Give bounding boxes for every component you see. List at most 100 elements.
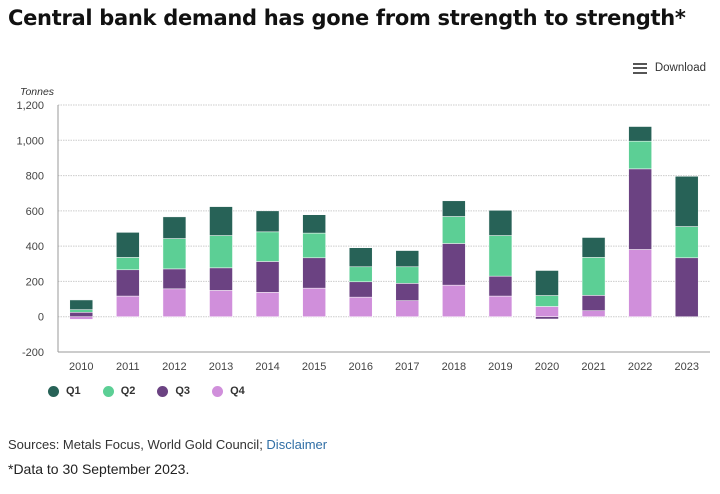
bar-q1-2011 [116, 232, 140, 258]
y-tick-label: 200 [26, 276, 44, 288]
bar-q4-2019 [488, 295, 513, 317]
legend: Q1 Q2 Q3 Q4 [48, 385, 245, 397]
sources-text: Sources: Metals Focus, World Gold Counci… [8, 437, 267, 452]
bar-q3-2017 [395, 283, 420, 301]
x-tick-label: 2022 [628, 361, 652, 373]
bar-q1-2018 [442, 200, 466, 217]
footnote: *Data to 30 September 2023. [8, 461, 190, 477]
bar-q1-2014 [255, 210, 280, 233]
bar-q4-2013 [209, 290, 233, 317]
x-tick-label: 2018 [442, 361, 466, 373]
bar-q2-2023 [674, 226, 699, 259]
legend-item-q4[interactable]: Q4 [212, 385, 245, 397]
menu-icon [632, 62, 647, 74]
x-tick-label: 2017 [395, 361, 419, 373]
y-tick-label: 400 [26, 241, 44, 253]
bar-q2-2011 [116, 257, 140, 271]
bar-q4-2012 [162, 288, 187, 317]
bar-q4-2018 [442, 284, 466, 317]
bar-q3-2022 [628, 168, 652, 250]
sources: Sources: Metals Focus, World Gold Counci… [8, 437, 327, 452]
bar-q3-2015 [302, 257, 326, 289]
y-tick-label: 1,200 [16, 100, 44, 112]
x-tick-label: 2020 [535, 361, 559, 373]
bar-q1-2023 [674, 176, 699, 227]
bar-q3-2013 [209, 267, 233, 291]
bar-q2-2015 [302, 232, 326, 259]
bar-q2-2021 [581, 257, 606, 296]
bar-q4-2022 [628, 249, 652, 317]
legend-label: Q2 [120, 385, 136, 397]
bar-q2-2020 [535, 295, 559, 307]
x-tick-label: 2014 [255, 361, 279, 373]
x-tick-label: 2019 [488, 361, 512, 373]
bar-q3-2010 [69, 312, 94, 317]
bar-q3-2021 [581, 295, 606, 311]
legend-item-q3[interactable]: Q3 [157, 385, 190, 397]
y-tick-label: -200 [22, 347, 44, 359]
y-tick-label: 600 [26, 206, 44, 218]
bar-q1-2019 [488, 210, 513, 236]
x-tick-label: 2010 [69, 361, 93, 373]
bar-q3-2012 [162, 268, 187, 290]
bar-q4-2014 [255, 292, 280, 317]
legend-label: Q3 [175, 385, 191, 397]
bar-q1-2010 [69, 299, 94, 310]
bar-q4-2021 [581, 310, 606, 317]
disclaimer-link[interactable]: Disclaimer [266, 437, 328, 452]
legend-marker [102, 385, 114, 397]
bar-q4-2010 [69, 316, 94, 320]
download-label: Download [654, 62, 706, 74]
bar-q4-2016 [348, 296, 373, 317]
bar-q3-2023 [674, 257, 699, 317]
bar-q3-2016 [348, 281, 373, 298]
bar-q2-2012 [162, 238, 187, 270]
x-tick-label: 2012 [162, 361, 186, 373]
bar-q2-2010 [69, 309, 94, 313]
x-tick-label: 2016 [348, 361, 372, 373]
legend-marker [157, 385, 169, 397]
legend-label: Q4 [230, 385, 245, 397]
download-button[interactable]: Download [632, 62, 706, 74]
y-axis-label: Tonnes [20, 86, 55, 98]
x-tick-label: 2013 [209, 361, 233, 373]
bar-q1-2020 [535, 270, 559, 296]
legend-label: Q1 [66, 385, 81, 397]
bar-q4-2020 [535, 306, 559, 317]
bar-q3-2019 [488, 275, 513, 297]
bar-q2-2022 [628, 140, 652, 170]
bar-q3-2018 [442, 243, 466, 286]
bar-q4-2017 [395, 300, 420, 317]
bar-q3-2011 [116, 269, 140, 297]
bar-q1-2012 [162, 216, 187, 239]
x-tick-label: 2015 [302, 361, 326, 373]
bar-q1-2021 [581, 237, 606, 258]
x-tick-label: 2023 [674, 361, 698, 373]
bar-q2-2014 [255, 231, 280, 262]
bar-q3-2014 [255, 261, 280, 293]
legend-item-q2[interactable]: Q2 [102, 385, 136, 397]
bar-q1-2013 [209, 206, 233, 236]
x-tick-label: 2021 [581, 361, 605, 373]
bar-q4-2011 [116, 295, 140, 317]
y-tick-label: 0 [38, 312, 44, 324]
bar-q1-2016 [348, 247, 373, 268]
legend-marker [212, 385, 224, 397]
bar-q1-2015 [302, 214, 326, 234]
legend-item-q1[interactable]: Q1 [48, 385, 81, 397]
x-tick-label: 2011 [116, 361, 140, 373]
bar-q2-2019 [488, 235, 513, 277]
bar-q1-2022 [628, 126, 652, 142]
stacked-bar-chart: Tonnes -200 0 200 400 600 800 1,000 1,200 2010 201… [16, 86, 710, 373]
bar-q4-2015 [302, 287, 326, 317]
y-tick-label: 1,000 [16, 135, 44, 147]
bar-q3-2020 [535, 316, 559, 320]
y-tick-label: 800 [26, 171, 44, 183]
bar-q2-2017 [395, 266, 420, 284]
bar-q2-2016 [348, 266, 373, 283]
chart-title: Central bank demand has gone from streng… [8, 6, 686, 30]
bar-q2-2018 [442, 216, 466, 244]
bar-q1-2017 [395, 250, 420, 268]
bar-q2-2013 [209, 235, 233, 269]
legend-marker [48, 385, 59, 397]
